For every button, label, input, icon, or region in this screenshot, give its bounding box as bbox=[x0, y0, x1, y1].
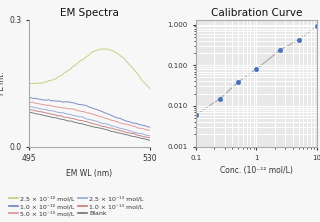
Point bbox=[236, 81, 241, 84]
Title: Calibration Curve: Calibration Curve bbox=[211, 8, 302, 18]
Title: EM Spectra: EM Spectra bbox=[60, 8, 119, 18]
Point bbox=[217, 97, 222, 101]
Point bbox=[296, 38, 301, 42]
Point bbox=[314, 24, 319, 28]
X-axis label: EM WL (nm): EM WL (nm) bbox=[66, 169, 112, 178]
Point bbox=[254, 67, 259, 71]
Point bbox=[193, 113, 198, 117]
Legend: 2.5 × 10⁻¹² mol/L, 1.0 × 10⁻¹² mol/L, 5.0 × 10⁻¹³ mol/L, 2.5 × 10⁻¹³ mol/L, 1.0 : 2.5 × 10⁻¹² mol/L, 1.0 × 10⁻¹² mol/L, 5.… bbox=[6, 194, 146, 219]
X-axis label: Conc. (10⁻¹² mol/L): Conc. (10⁻¹² mol/L) bbox=[220, 166, 293, 175]
Point bbox=[278, 48, 283, 52]
Y-axis label: FL int.: FL int. bbox=[0, 71, 6, 95]
